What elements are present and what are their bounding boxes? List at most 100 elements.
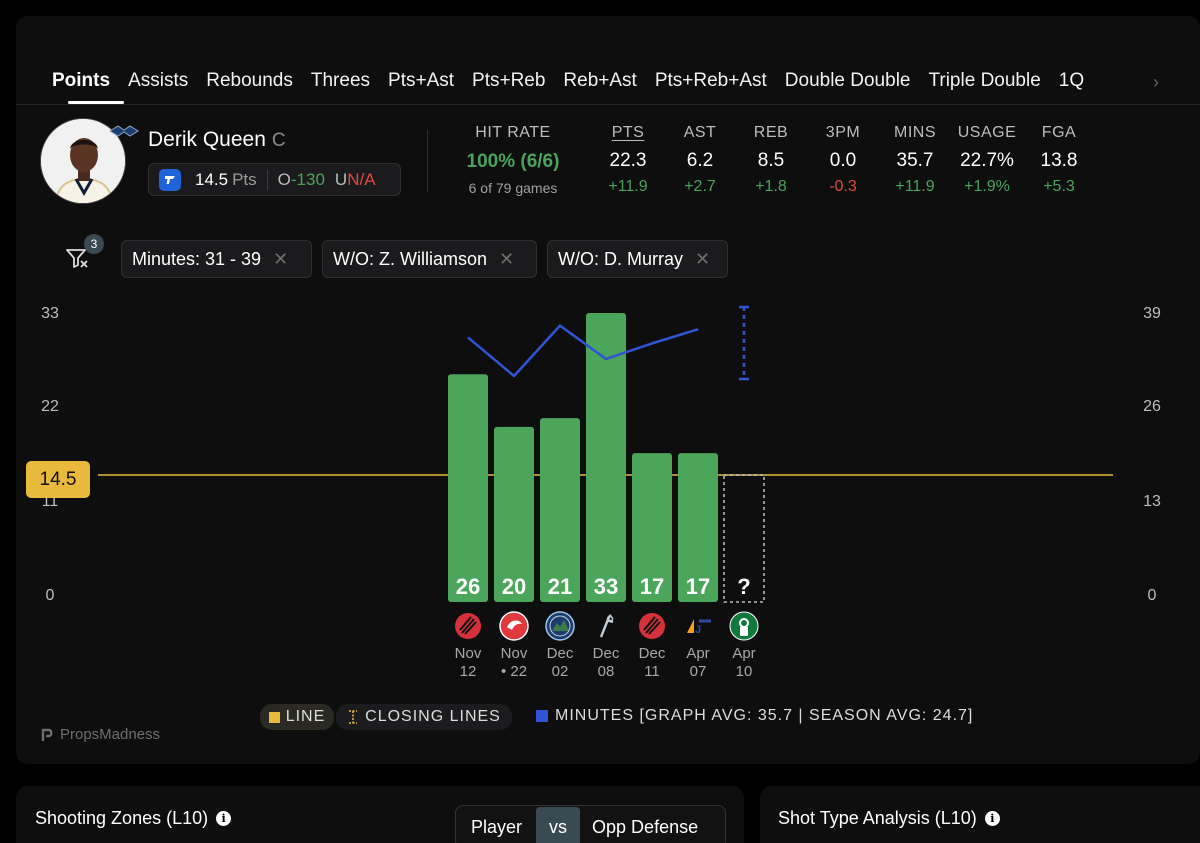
tab-pts-reb-ast[interactable]: Pts+Reb+Ast [654, 70, 767, 91]
hit-rate-label: HIT RATE [475, 124, 551, 141]
close-icon[interactable]: ✕ [695, 248, 711, 269]
market-tabs: Points Assists Rebounds Threes Pts+Ast Pts+Re… [52, 70, 1200, 94]
game-date: Apr 07 [675, 645, 721, 681]
game-date-day: • 22 [500, 663, 528, 680]
shot-type-title-text: Shot Type Analysis (L10) [778, 808, 977, 828]
left-axis-tick: 0 [45, 587, 55, 604]
opponent-logo-atl-icon [499, 611, 529, 641]
legend-closing-lines[interactable]: CLOSING LINES [336, 704, 512, 730]
prop-line-pill[interactable]: 14.5 Pts O-130 UN/A [148, 163, 401, 196]
game-date-day: 08 [597, 663, 615, 680]
shot-type-title: Shot Type Analysis (L10) i [778, 808, 1000, 829]
player-position: C [271, 130, 286, 151]
filter-count-badge: 3 [84, 234, 104, 254]
sportsbook-icon [159, 168, 181, 191]
toggle-player[interactable]: Player [471, 816, 523, 837]
game-date-day: 12 [459, 663, 477, 680]
opponent-logo-por-icon [453, 611, 483, 641]
toggle-opp-defense[interactable]: Opp Defense [592, 816, 699, 837]
stat-usage: USAGE 22.7% +1.9% [947, 124, 1027, 196]
stat-value: 6.2 [686, 150, 714, 171]
game-date-month: Dec [592, 645, 620, 662]
legend-line-swatch [268, 711, 280, 723]
player-name-text: Derik Queen [148, 128, 266, 151]
tab-triple-double[interactable]: Triple Double [928, 70, 1041, 91]
legend-line-label: LINE [285, 708, 326, 725]
game-date-day: 11 [644, 663, 660, 680]
shooting-zones-title: Shooting Zones (L10) i [35, 808, 232, 829]
game-date-month: Nov [500, 645, 528, 662]
legend-minutes[interactable]: MINUTES [GRAPH AVG: 35.7 | SEASON AVG: 2… [536, 707, 973, 725]
right-axis-tick: 0 [1147, 587, 1157, 604]
tabs-divider [16, 104, 1200, 105]
stat-diff: +11.9 [895, 178, 935, 195]
stat-value: 22.3 [609, 150, 647, 171]
prop-line-value: 14.5 [195, 169, 229, 189]
info-icon[interactable]: i [984, 811, 1000, 826]
filter-chip-minutes[interactable]: Minutes: 31 - 39 ✕ [121, 240, 312, 278]
filter-chip-williamson[interactable]: W/O: Z. Williamson ✕ [322, 240, 537, 278]
filter-chip-murray[interactable]: W/O: D. Murray ✕ [547, 240, 728, 278]
watermark-text: PropsMadness [60, 726, 161, 743]
legend-minutes-label: MINUTES [GRAPH AVG: 35.7 | SEASON AVG: 2… [555, 707, 974, 724]
closing-line-icon [349, 710, 358, 724]
game-date-day: 10 [735, 663, 753, 680]
stat-label: PTS [611, 124, 645, 141]
stat-label: AST [683, 124, 717, 141]
stat-3pm: 3PM 0.0 -0.3 [803, 124, 883, 196]
under-label: U [334, 169, 348, 189]
right-axis-tick: 26 [1143, 398, 1161, 415]
tab-pts-ast[interactable]: Pts+Ast [388, 70, 455, 91]
game-date: Dec 02 [537, 645, 583, 681]
close-icon[interactable]: ✕ [499, 248, 515, 269]
over-label: O [277, 169, 291, 189]
tab-rebounds[interactable]: Rebounds [206, 70, 293, 91]
pill-divider [266, 169, 268, 190]
chevron-right-icon[interactable]: › [1153, 72, 1159, 92]
player-name: Derik Queen C [148, 128, 286, 152]
tab-1q[interactable]: 1Q [1058, 70, 1085, 91]
opponent-logo-uta-icon: J [683, 611, 713, 641]
opponent-logo-sas-icon [591, 611, 621, 641]
line-value-tag: 14.5 [26, 461, 90, 498]
left-axis-tick: 22 [41, 398, 59, 415]
legend-line[interactable]: LINE [260, 704, 334, 730]
stat-diff: +11.9 [608, 178, 648, 195]
tab-assists[interactable]: Assists [128, 70, 189, 91]
bar-value-label: 21 [547, 574, 573, 599]
active-tab-indicator [68, 101, 124, 104]
stat-fga: FGA 13.8 +5.3 [1019, 124, 1099, 196]
stat-value: 0.0 [829, 150, 857, 171]
stat-pts: PTS 22.3 +11.9 [588, 124, 668, 196]
watermark: PropsMadness [40, 726, 160, 743]
bar-value-label: ? [737, 574, 751, 599]
stat-diff: +1.8 [755, 178, 787, 195]
legend-closing-label: CLOSING LINES [365, 708, 501, 725]
tab-double-double[interactable]: Double Double [784, 70, 911, 91]
bar-value-label: 33 [593, 574, 619, 599]
tab-reb-ast[interactable]: Reb+Ast [563, 70, 637, 91]
tab-points[interactable]: Points [52, 70, 111, 91]
stat-label: 3PM [825, 124, 861, 141]
close-icon[interactable]: ✕ [273, 248, 289, 269]
tab-threes[interactable]: Threes [310, 70, 371, 91]
tab-pts-reb[interactable]: Pts+Reb [472, 70, 546, 91]
propsmadness-logo-icon [41, 728, 53, 741]
toggle-vs[interactable]: vs [536, 807, 581, 843]
prop-line-unit: Pts [232, 169, 257, 189]
over-odds: O-130 [278, 170, 325, 190]
prop-line: 14.5 Pts [195, 170, 257, 190]
game-date-month: Apr [686, 645, 710, 662]
stat-label: REB [753, 124, 789, 141]
opponent-logo-por-icon [637, 611, 667, 641]
game-date-month: Nov [454, 645, 482, 662]
bar-value-label: 26 [455, 574, 481, 599]
stat-label: MINS [894, 124, 936, 141]
player-vs-defense-toggle[interactable]: Player vs Opp Defense [455, 805, 726, 843]
stat-ast: AST 6.2 +2.7 [660, 124, 740, 196]
right-axis-tick: 39 [1143, 305, 1161, 322]
filter-chip-label: W/O: Z. Williamson [333, 248, 488, 269]
opponent-logo-bos-icon [729, 611, 759, 641]
info-icon[interactable]: i [216, 811, 232, 826]
stat-diff: +1.9% [964, 178, 1010, 195]
